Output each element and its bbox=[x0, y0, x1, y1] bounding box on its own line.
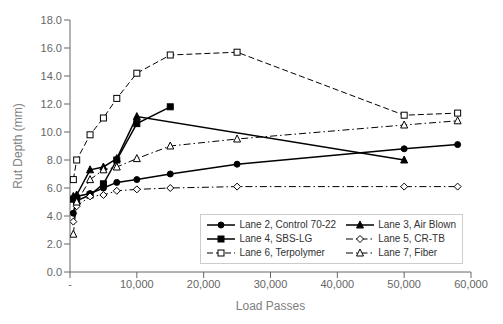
html-text:Lane 6, Terpolymer: Lane 6, Terpolymer bbox=[239, 247, 325, 258]
html-text:Lane 3, Air Blown: Lane 3, Air Blown bbox=[378, 219, 456, 230]
svg-text:0.0: 0.0 bbox=[47, 266, 62, 278]
html-text:Lane 5, CR-TB: Lane 5, CR-TB bbox=[378, 233, 445, 244]
svg-text:60,000: 60,000 bbox=[454, 278, 488, 290]
svg-text:12.0: 12.0 bbox=[41, 98, 62, 110]
html-text:Lane 4, SBS-LG: Lane 4, SBS-LG bbox=[239, 233, 313, 244]
svg-text:Rut Depth (mm): Rut Depth (mm) bbox=[11, 103, 25, 188]
svg-text:16.0: 16.0 bbox=[41, 42, 62, 54]
svg-text:40,000: 40,000 bbox=[321, 278, 355, 290]
svg-text:2.0: 2.0 bbox=[47, 238, 62, 250]
html-text:Lane 7, Fiber: Lane 7, Fiber bbox=[378, 247, 438, 258]
svg-text:10,000: 10,000 bbox=[120, 278, 154, 290]
svg-text:4.0: 4.0 bbox=[47, 210, 62, 222]
html-text:Lane 2, Control 70-22: Lane 2, Control 70-22 bbox=[239, 219, 337, 230]
svg-text:14.0: 14.0 bbox=[41, 70, 62, 82]
svg-text:8.0: 8.0 bbox=[47, 154, 62, 166]
svg-text:10.0: 10.0 bbox=[41, 126, 62, 138]
svg-text:6.0: 6.0 bbox=[47, 182, 62, 194]
svg-text:Load Passes: Load Passes bbox=[236, 299, 305, 313]
svg-text:30,000: 30,000 bbox=[254, 278, 288, 290]
svg-text:20,000: 20,000 bbox=[187, 278, 221, 290]
svg-text:-: - bbox=[68, 278, 72, 290]
svg-text:18.0: 18.0 bbox=[41, 14, 62, 26]
svg-text:50,000: 50,000 bbox=[387, 278, 421, 290]
